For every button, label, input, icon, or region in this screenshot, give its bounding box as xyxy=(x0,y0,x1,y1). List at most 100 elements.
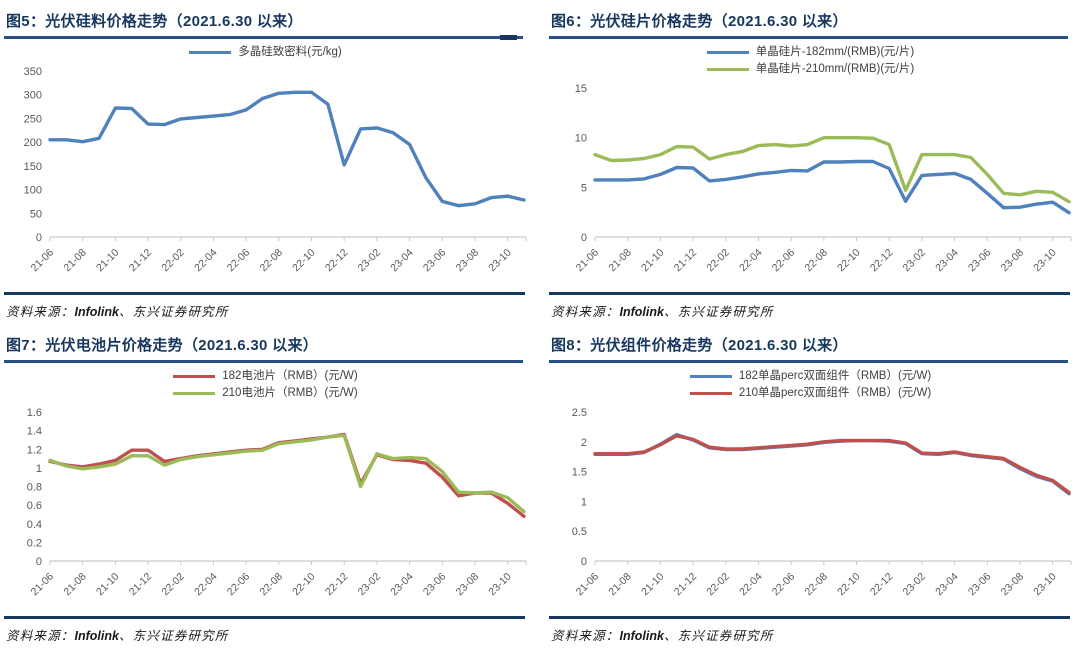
source-prefix: 资料来源： xyxy=(551,629,620,643)
x-tick-label: 21-10 xyxy=(94,247,122,275)
x-tick-label: 23-06 xyxy=(421,247,449,275)
legend-item: 210单晶perc双面组件（RMB）(元/W) xyxy=(689,386,932,400)
legend-label: 单晶硅片-182mm/(RMB)(元/片) xyxy=(755,46,915,58)
y-tick-label: 1 xyxy=(581,496,587,508)
source-suffix: 、东兴证券研究所 xyxy=(663,305,774,319)
x-tick-label: 21-08 xyxy=(61,571,89,599)
chart-plot: 0 0.2 0.4 0.6 0.8 1 1.2 1.4 1.6 21-06 21-08 21-10 21… xyxy=(27,407,527,599)
x-tick-label: 23-10 xyxy=(1031,571,1059,599)
x-tick-label: 22-06 xyxy=(225,247,253,275)
x-tick-label: 22-10 xyxy=(290,571,318,599)
x-tick-label: 21-06 xyxy=(29,247,57,275)
x-tick-label: 22-08 xyxy=(802,247,830,275)
x-tick-label: 21-08 xyxy=(61,247,89,275)
bottom-divider xyxy=(4,292,525,295)
figure-6-panel: 图6：光伏硅片价格走势（2021.6.30 以来） 单晶硅片-182mm/(RM… xyxy=(549,6,1072,320)
figure-7-title: 图7：光伏电池片价格走势（2021.6.30 以来） xyxy=(6,337,319,354)
series-line xyxy=(48,432,526,519)
figure-5-chart: 多晶硅致密料(元/kg) 0 50 100 150 200 250 300 350 21-06 21… xyxy=(4,45,527,289)
legend-items: 182单晶perc双面组件（RMB）(元/W) 210单晶perc双面组件（RMB… xyxy=(689,369,932,400)
x-tick-label: 21-12 xyxy=(672,571,700,599)
series-line xyxy=(48,90,526,208)
source-suffix: 、东兴证券研究所 xyxy=(118,305,229,319)
source-suffix: 、东兴证券研究所 xyxy=(118,629,229,643)
source-vendor: Infolink xyxy=(619,305,664,319)
legend-line-swatch xyxy=(173,374,216,378)
chart-legend: 单晶硅片-182mm/(RMB)(元/片) 单晶硅片-210mm/(RMB)(元/… xyxy=(551,45,1070,76)
figure-7-source: 资料来源：Infolink、东兴证券研究所 xyxy=(4,619,525,644)
x-tick-label: 22-04 xyxy=(737,247,765,275)
underline-end-dash xyxy=(500,35,517,40)
x-tick-label: 21-06 xyxy=(29,571,57,599)
underline-line xyxy=(4,36,523,39)
legend-item: 多晶硅致密料(元/kg) xyxy=(189,45,342,59)
x-tick-label: 22-10 xyxy=(835,571,863,599)
series-line xyxy=(593,136,1071,204)
x-tick-label: 22-04 xyxy=(192,247,220,275)
figure-5-source: 资料来源：Infolink、东兴证券研究所 xyxy=(4,295,525,320)
x-tick-label: 23-06 xyxy=(966,247,994,275)
title-underline xyxy=(4,360,525,364)
y-tick-label: 0 xyxy=(36,556,42,568)
legend-label: 182单晶perc双面组件（RMB）(元/W) xyxy=(738,370,932,382)
x-tick-label: 22-08 xyxy=(257,571,285,599)
chart-plot: 0 50 100 150 200 250 300 350 21-06 21-08 21-10 21-1… xyxy=(24,66,527,275)
figure-7-panel: 图7：光伏电池片价格走势（2021.6.30 以来） 182电池片（RMB）(元… xyxy=(4,330,527,644)
x-tick-label: 22-12 xyxy=(323,571,351,599)
x-tick-label: 23-08 xyxy=(454,247,482,275)
x-tick-label: 22-12 xyxy=(323,247,351,275)
x-tick-label: 21-06 xyxy=(574,571,602,599)
figure-8-title: 图8：光伏组件价格走势（2021.6.30 以来） xyxy=(551,337,848,354)
series-line xyxy=(48,433,526,514)
bottom-divider xyxy=(4,616,525,619)
bottom-divider xyxy=(549,292,1070,295)
x-tick-label: 23-04 xyxy=(388,247,416,275)
legend-item: 182电池片（RMB）(元/W) xyxy=(173,369,358,383)
x-tick-label: 21-10 xyxy=(639,247,667,275)
legend-line-swatch xyxy=(173,391,216,395)
title-underline xyxy=(549,36,1070,40)
legend-label: 210单晶perc双面组件（RMB）(元/W) xyxy=(738,387,932,399)
x-tick-label: 22-04 xyxy=(737,571,765,599)
figure-grid: 图5：光伏硅料价格走势（2021.6.30 以来） 多晶硅致密料(元/kg) 0 5… xyxy=(4,6,1072,644)
x-tick-label: 23-08 xyxy=(999,571,1027,599)
y-tick-label: 15 xyxy=(575,83,587,95)
x-tick-label: 23-02 xyxy=(901,247,929,275)
underline-line xyxy=(549,360,1068,363)
x-tick-label: 23-08 xyxy=(999,247,1027,275)
y-tick-label: 1.4 xyxy=(27,426,42,438)
series-line xyxy=(593,159,1071,215)
legend-items: 182电池片（RMB）(元/W) 210电池片（RMB）(元/W) xyxy=(173,369,358,400)
y-tick-label: 250 xyxy=(24,113,42,125)
legend-line-swatch xyxy=(689,391,732,395)
y-tick-label: 200 xyxy=(24,137,42,149)
x-tick-label: 21-08 xyxy=(606,247,634,275)
x-tick-label: 23-06 xyxy=(421,571,449,599)
source-prefix: 资料来源： xyxy=(6,305,75,319)
y-tick-label: 300 xyxy=(24,90,42,102)
x-tick-label: 22-02 xyxy=(159,571,187,599)
x-tick-label: 23-10 xyxy=(486,571,514,599)
x-tick-label: 22-06 xyxy=(770,247,798,275)
x-tick-label: 23-10 xyxy=(486,247,514,275)
y-tick-label: 0.2 xyxy=(27,537,42,549)
figure-8-panel: 图8：光伏组件价格走势（2021.6.30 以来） 182单晶perc双面组件（… xyxy=(549,330,1072,644)
figure-6-title: 图6：光伏硅片价格走势（2021.6.30 以来） xyxy=(551,13,848,30)
x-tick-label: 21-12 xyxy=(127,571,155,599)
legend-item: 210电池片（RMB）(元/W) xyxy=(173,386,358,400)
title-underline xyxy=(549,360,1070,364)
y-tick-label: 5 xyxy=(581,182,587,194)
legend-label: 182电池片（RMB）(元/W) xyxy=(222,370,358,382)
legend-label: 多晶硅致密料(元/kg) xyxy=(238,46,342,58)
legend-line-swatch xyxy=(706,67,749,71)
underline-line xyxy=(4,360,523,363)
y-tick-label: 50 xyxy=(30,208,42,220)
y-tick-label: 2.5 xyxy=(572,407,587,419)
x-tick-label: 23-04 xyxy=(933,571,961,599)
legend-line-swatch xyxy=(189,50,232,54)
legend-item: 单晶硅片-182mm/(RMB)(元/片) xyxy=(706,45,915,59)
y-tick-label: 0.4 xyxy=(27,519,42,531)
y-tick-label: 0.6 xyxy=(27,500,42,512)
y-tick-label: 350 xyxy=(24,66,42,78)
figure-6-chart: 单晶硅片-182mm/(RMB)(元/片) 单晶硅片-210mm/(RMB)(元/… xyxy=(549,45,1072,289)
